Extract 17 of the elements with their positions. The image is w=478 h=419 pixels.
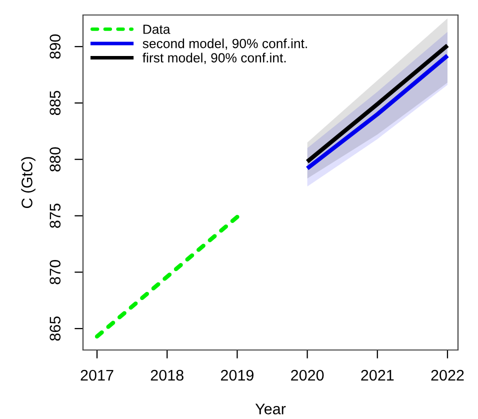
x-tick-label: 2018 <box>150 370 184 381</box>
y-tick-label: 885 <box>50 90 61 116</box>
legend-label: Data <box>143 24 170 34</box>
y-tick-label: 870 <box>50 260 61 284</box>
x-axis-title: Year <box>255 404 286 414</box>
legend-label: second model, 90% conf.int. <box>142 38 307 50</box>
x-tick-label: 2017 <box>80 370 114 381</box>
y-tick-label: 875 <box>50 204 61 228</box>
y-axis-title: C (GtC) <box>21 157 36 208</box>
x-tick-label: 2021 <box>361 370 394 381</box>
y-tick-label: 880 <box>50 147 61 172</box>
y-tick-label: 890 <box>50 34 61 59</box>
legend-label: first model, 90% conf.int. <box>142 52 286 64</box>
y-tick-label: 865 <box>50 316 61 341</box>
x-tick-label: 2019 <box>220 370 254 381</box>
x-tick-label: 2022 <box>431 370 464 381</box>
x-tick-label: 2020 <box>291 370 324 381</box>
